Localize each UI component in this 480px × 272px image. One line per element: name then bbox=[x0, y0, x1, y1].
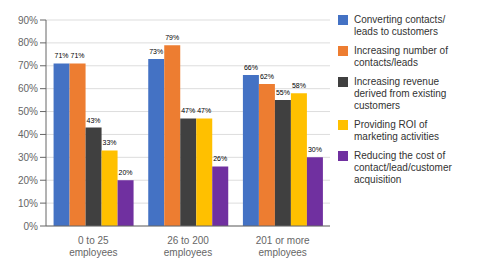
svg-text:58%: 58% bbox=[292, 82, 306, 89]
svg-text:0 to 25employees: 0 to 25employees bbox=[69, 235, 117, 258]
html-text:Converting contacts/ leads to: Converting contacts/ leads to customers bbox=[354, 14, 446, 37]
svg-text:10%: 10% bbox=[18, 198, 38, 209]
svg-text:70%: 70% bbox=[18, 60, 38, 71]
svg-text:30%: 30% bbox=[308, 146, 322, 153]
svg-text:55%: 55% bbox=[276, 89, 290, 96]
svg-text:0%: 0% bbox=[24, 221, 39, 232]
svg-text:33%: 33% bbox=[103, 139, 117, 146]
html-text:Increasing number of contacts/: Increasing number of contacts/leads bbox=[354, 45, 448, 68]
svg-text:47%: 47% bbox=[197, 107, 211, 114]
svg-text:90%: 90% bbox=[18, 15, 38, 26]
svg-text:80%: 80% bbox=[18, 37, 38, 48]
svg-text:71%: 71% bbox=[71, 52, 85, 59]
html-text:Increasing revenue derived fro: Increasing revenue derived from existing… bbox=[354, 76, 447, 111]
svg-text:50%: 50% bbox=[18, 106, 38, 117]
svg-text:201 or moreemployees: 201 or moreemployees bbox=[256, 235, 310, 258]
html-text:Reducing the cost of contact/l: Reducing the cost of contact/lead/custom… bbox=[354, 150, 452, 185]
html-text:Providing ROI of marketing act: Providing ROI of marketing activities bbox=[354, 119, 439, 142]
svg-text:43%: 43% bbox=[87, 117, 101, 124]
svg-text:26 to 200employees: 26 to 200employees bbox=[164, 235, 212, 258]
svg-text:66%: 66% bbox=[244, 64, 258, 71]
svg-text:30%: 30% bbox=[18, 152, 38, 163]
svg-text:62%: 62% bbox=[260, 73, 274, 80]
svg-text:47%: 47% bbox=[181, 107, 195, 114]
svg-text:20%: 20% bbox=[18, 175, 38, 186]
svg-text:71%: 71% bbox=[55, 52, 69, 59]
svg-text:20%: 20% bbox=[119, 169, 133, 176]
svg-text:79%: 79% bbox=[165, 34, 179, 41]
svg-text:26%: 26% bbox=[213, 155, 227, 162]
svg-text:60%: 60% bbox=[18, 83, 38, 94]
svg-text:40%: 40% bbox=[18, 129, 38, 140]
svg-text:73%: 73% bbox=[149, 48, 163, 55]
